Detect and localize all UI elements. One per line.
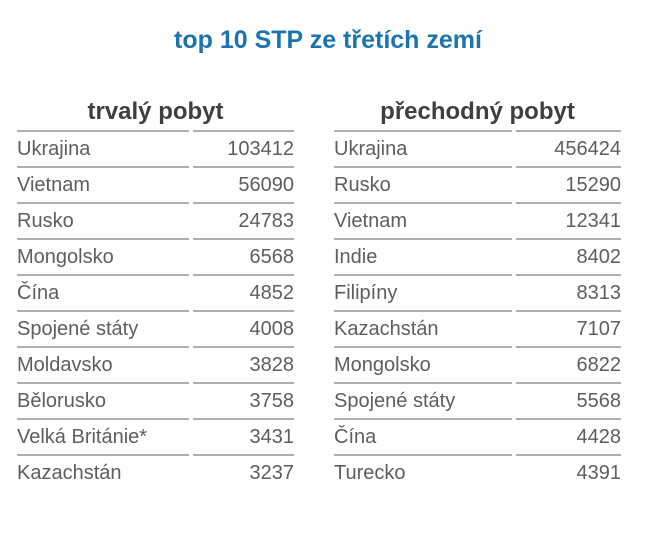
table-row: Kazachstán 3237 xyxy=(17,454,294,490)
value-cell: 56090 xyxy=(192,166,294,202)
value-cell: 4852 xyxy=(192,274,294,310)
table-row: Kazachstán 7107 xyxy=(334,310,621,346)
table-row: Spojené státy 5568 xyxy=(334,382,621,418)
data-table-permanent: Ukrajina 103412 Vietnam 56090 Rusko 24783 Mong… xyxy=(13,130,298,490)
table-row: Vietnam 56090 xyxy=(17,166,294,202)
table-row: Moldavsko 3828 xyxy=(17,346,294,382)
table-row: Indie 8402 xyxy=(334,238,621,274)
country-cell: Ukrajina xyxy=(17,130,189,166)
country-cell: Mongolsko xyxy=(17,238,189,274)
table-row: Ukrajina 456424 xyxy=(334,130,621,166)
country-cell: Vietnam xyxy=(17,166,189,202)
table-row: Mongolsko 6568 xyxy=(17,238,294,274)
table-row: Rusko 24783 xyxy=(17,202,294,238)
country-cell: Moldavsko xyxy=(17,346,189,382)
value-cell: 12341 xyxy=(516,202,621,238)
table-row: Vietnam 12341 xyxy=(334,202,621,238)
page-title: top 10 STP ze třetích zemí xyxy=(174,26,482,54)
value-cell: 4391 xyxy=(516,454,621,490)
value-cell: 3431 xyxy=(192,418,294,454)
table-row: Ukrajina 103412 xyxy=(17,130,294,166)
table-row: Mongolsko 6822 xyxy=(334,346,621,382)
country-cell: Ukrajina xyxy=(334,130,513,166)
value-cell: 15290 xyxy=(516,166,621,202)
table-row: Velká Británie* 3431 xyxy=(17,418,294,454)
country-cell: Indie xyxy=(334,238,513,274)
table-row: Bělorusko 3758 xyxy=(17,382,294,418)
table-header-permanent: trvalý pobyt xyxy=(87,98,224,125)
value-cell: 3237 xyxy=(192,454,294,490)
value-cell: 5568 xyxy=(516,382,621,418)
value-cell: 3828 xyxy=(192,346,294,382)
country-cell: Kazachstán xyxy=(17,454,189,490)
country-cell: Čína xyxy=(17,274,189,310)
value-cell: 6822 xyxy=(516,346,621,382)
value-cell: 7107 xyxy=(516,310,621,346)
country-cell: Kazachstán xyxy=(334,310,513,346)
table-row: Čína 4428 xyxy=(334,418,621,454)
value-cell: 103412 xyxy=(192,130,294,166)
value-cell: 4008 xyxy=(192,310,294,346)
value-cell: 6568 xyxy=(192,238,294,274)
country-cell: Rusko xyxy=(17,202,189,238)
country-cell: Mongolsko xyxy=(334,346,513,382)
table-row: Turecko 4391 xyxy=(334,454,621,490)
value-cell: 456424 xyxy=(516,130,621,166)
table-permanent-residence: trvalý pobyt Ukrajina 103412 Vietnam 56090 R… xyxy=(13,94,298,490)
country-cell: Rusko xyxy=(334,166,513,202)
country-cell: Bělorusko xyxy=(17,382,189,418)
table-row: Filipíny 8313 xyxy=(334,274,621,310)
value-cell: 4428 xyxy=(516,418,621,454)
country-cell: Turecko xyxy=(334,454,513,490)
value-cell: 8313 xyxy=(516,274,621,310)
table-row: Rusko 15290 xyxy=(334,166,621,202)
table-temporary-residence: přechodný pobyt Ukrajina 456424 Rusko 15290… xyxy=(330,94,625,490)
data-table-temporary: Ukrajina 456424 Rusko 15290 Vietnam 12341 Indi… xyxy=(330,130,625,490)
country-cell: Filipíny xyxy=(334,274,513,310)
country-cell: Vietnam xyxy=(334,202,513,238)
table-row: Spojené státy 4008 xyxy=(17,310,294,346)
country-cell: Spojené státy xyxy=(17,310,189,346)
table-header-temporary: přechodný pobyt xyxy=(380,98,575,125)
country-cell: Spojené státy xyxy=(334,382,513,418)
value-cell: 24783 xyxy=(192,202,294,238)
country-cell: Čína xyxy=(334,418,513,454)
value-cell: 3758 xyxy=(192,382,294,418)
country-cell: Velká Británie* xyxy=(17,418,189,454)
tables-container: trvalý pobyt Ukrajina 103412 Vietnam 56090 R… xyxy=(13,94,656,490)
value-cell: 8402 xyxy=(516,238,621,274)
table-row: Čína 4852 xyxy=(17,274,294,310)
